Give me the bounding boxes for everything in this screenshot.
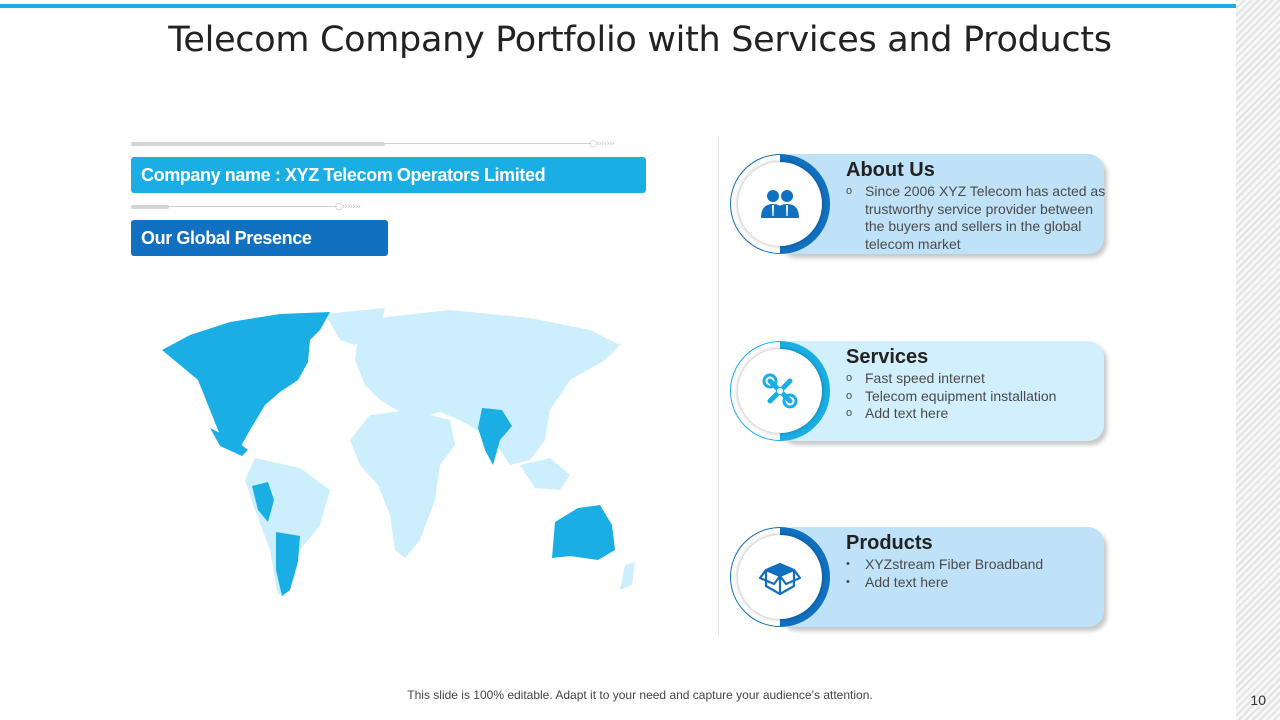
greenland-shape — [325, 308, 385, 345]
vertical-divider — [718, 136, 719, 636]
services-card: Services o Fast speed internet o Telecom… — [730, 341, 1104, 441]
new-zealand-shape — [620, 562, 635, 590]
bullet-marker: o — [846, 407, 853, 419]
card-heading: About Us — [846, 159, 935, 181]
bullet-marker: • — [846, 558, 850, 570]
central-america-shape — [210, 428, 248, 456]
about-us-card: About Us o Since 2006 XYZ Telecom has ac… — [730, 154, 1105, 254]
page-number: 10 — [1250, 692, 1266, 708]
side-hatch-strip — [1236, 0, 1280, 720]
list-item: o Since 2006 XYZ Telecom has acted as tr… — [846, 183, 1108, 253]
north-america-shape — [162, 312, 330, 448]
progress-decoration-bottom: ○››››››› — [131, 200, 391, 214]
list-item: • Add text here — [846, 574, 1108, 592]
progress-fill — [131, 142, 385, 146]
list-item-text: Telecom equipment installation — [865, 387, 1057, 404]
progress-tip: ○››››››› — [589, 139, 615, 149]
world-map — [162, 308, 635, 596]
icon-circle — [738, 349, 822, 433]
card-heading: Products — [846, 532, 933, 554]
peru-shape — [252, 482, 274, 522]
bullet-marker: o — [846, 185, 853, 197]
list-item-text: Fast speed internet — [865, 370, 985, 386]
map-highlight-regions — [162, 312, 615, 596]
company-name-tag: Company name : XYZ Telecom Operators Lim… — [131, 157, 646, 193]
india-shape — [478, 408, 512, 465]
card-bullet-list: • XYZstream Fiber Broadband • Add text h… — [846, 556, 1108, 591]
global-presence-tag: Our Global Presence — [131, 220, 388, 256]
progress-tip: ○››››››› — [335, 202, 361, 212]
card-panel — [778, 527, 1104, 627]
users-icon — [761, 190, 799, 218]
list-item-text: Since 2006 XYZ Telecom has acted as trus… — [865, 183, 1106, 252]
list-item-text: Add text here — [865, 573, 949, 590]
products-card: Products • XYZstream Fiber Broadband • A… — [730, 527, 1104, 627]
card-heading: Services — [846, 346, 929, 368]
list-item: o Telecom equipment installation — [846, 388, 1108, 406]
argentina-shape — [276, 532, 300, 596]
box-icon — [758, 562, 802, 596]
progress-decoration-top: ○››››››› — [131, 137, 651, 151]
card-bullet-list: o Since 2006 XYZ Telecom has acted as tr… — [846, 183, 1108, 253]
bullet-marker: o — [846, 372, 853, 384]
bullet-marker: o — [846, 389, 853, 402]
card-bullet-list: o Fast speed internet o Telecom equipmen… — [846, 370, 1108, 423]
progress-track — [131, 206, 337, 207]
list-item: o Add text here — [846, 405, 1108, 423]
australia-shape — [552, 505, 615, 560]
progress-fill — [131, 205, 169, 209]
card-panel — [778, 154, 1104, 254]
list-item-text: Add text here — [865, 405, 949, 421]
icon-circle — [738, 162, 822, 246]
slide-footer: This slide is 100% editable. Adapt it to… — [407, 688, 873, 702]
list-item: o Fast speed internet — [846, 370, 1108, 388]
list-item-text: XYZstream Fiber Broadband — [865, 556, 1044, 572]
icon-circle — [738, 535, 822, 619]
top-accent-line — [0, 4, 1236, 8]
europe-asia-shape — [355, 310, 620, 465]
bullet-marker: • — [846, 575, 850, 588]
slide-title: Telecom Company Portfolio with Services … — [168, 20, 1112, 60]
card-panel — [778, 341, 1104, 441]
tools-icon — [762, 373, 798, 409]
list-item: • XYZstream Fiber Broadband — [846, 556, 1108, 574]
africa-shape — [350, 410, 455, 558]
southeast-asia-shape — [520, 458, 570, 490]
